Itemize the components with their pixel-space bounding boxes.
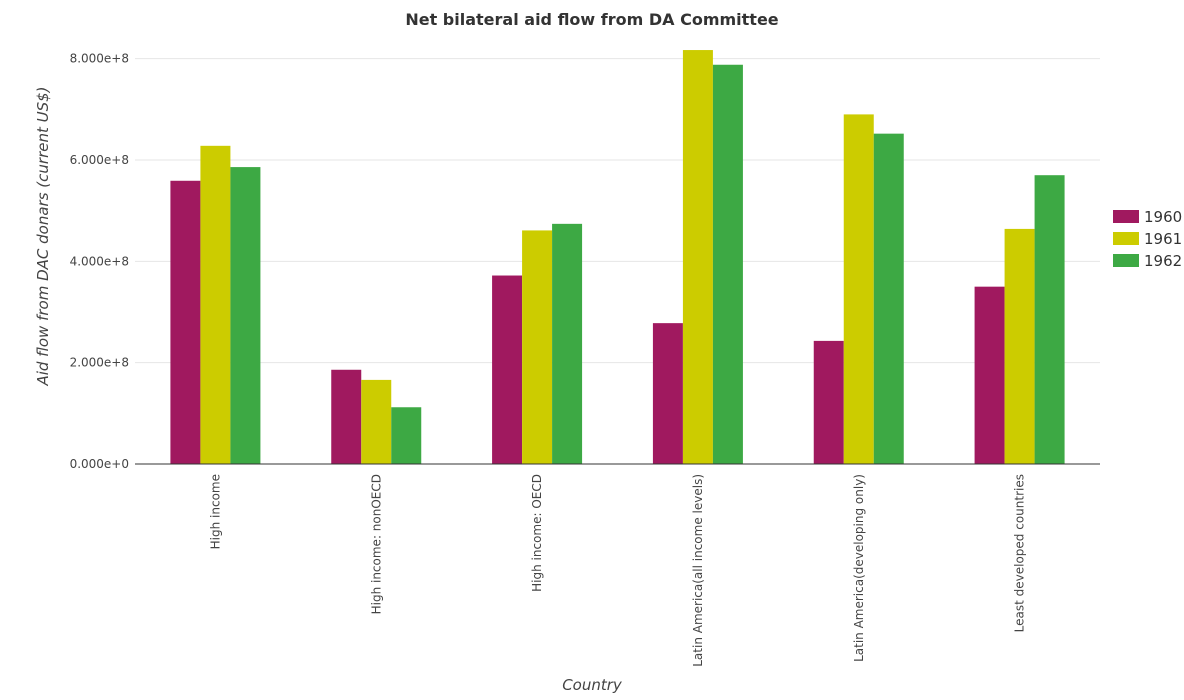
x-tick-label: High income	[208, 474, 222, 549]
bar-1962	[1034, 175, 1065, 464]
bars	[170, 50, 1065, 465]
bar-1960	[331, 369, 362, 464]
bar-1962	[712, 64, 743, 464]
legend-swatch	[1113, 232, 1139, 245]
bar-1961	[522, 230, 553, 464]
y-tick-labels: 0.000e+0 2.000e+8 4.000e+8 6.000e+8 8.000e+8	[70, 52, 129, 471]
bar-1960	[652, 323, 683, 464]
y-tick-label: 2.000e+8	[70, 356, 129, 370]
y-tick-label: 4.000e+8	[70, 254, 129, 268]
bar-1961	[361, 379, 392, 464]
bar-1960	[170, 180, 201, 465]
legend-label: 1960	[1144, 208, 1182, 226]
y-tick-label: 8.000e+8	[70, 52, 129, 66]
x-axis-label: Country	[562, 676, 623, 694]
x-tick-label: High income: nonOECD	[369, 474, 383, 614]
bar-1960	[813, 340, 844, 464]
bar-1960	[974, 286, 1005, 464]
legend: 1960 1961 1962	[1113, 208, 1182, 270]
bar-1960	[492, 275, 523, 464]
bar-1962	[391, 407, 422, 464]
bar-1961	[843, 114, 874, 465]
bar-1962	[552, 223, 583, 464]
bar-1962	[873, 133, 904, 465]
x-tick-labels: High income High income: nonOECD High inco…	[208, 474, 1026, 667]
x-tick-label: High income: OECD	[530, 474, 544, 592]
x-tick-label: Latin America(all income levels)	[691, 474, 705, 667]
y-axis-label: Aid flow from DAC donars (current US$)	[34, 86, 52, 386]
x-tick-label: Least developed countries	[1013, 474, 1027, 632]
legend-label: 1962	[1144, 252, 1182, 270]
bar-1961	[200, 145, 231, 464]
chart-title: Net bilateral aid flow from DA Committee	[405, 10, 778, 29]
x-tick-label: Latin America(developing only)	[852, 474, 866, 662]
bar-1961	[1004, 228, 1035, 464]
bar-1962	[230, 167, 261, 465]
legend-swatch	[1113, 210, 1139, 223]
y-tick-label: 0.000e+0	[70, 457, 129, 471]
plot-area	[135, 8, 1100, 464]
bar-1961	[682, 50, 713, 464]
legend-swatch	[1113, 254, 1139, 267]
y-tick-label: 6.000e+8	[70, 153, 129, 167]
legend-label: 1961	[1144, 230, 1182, 248]
